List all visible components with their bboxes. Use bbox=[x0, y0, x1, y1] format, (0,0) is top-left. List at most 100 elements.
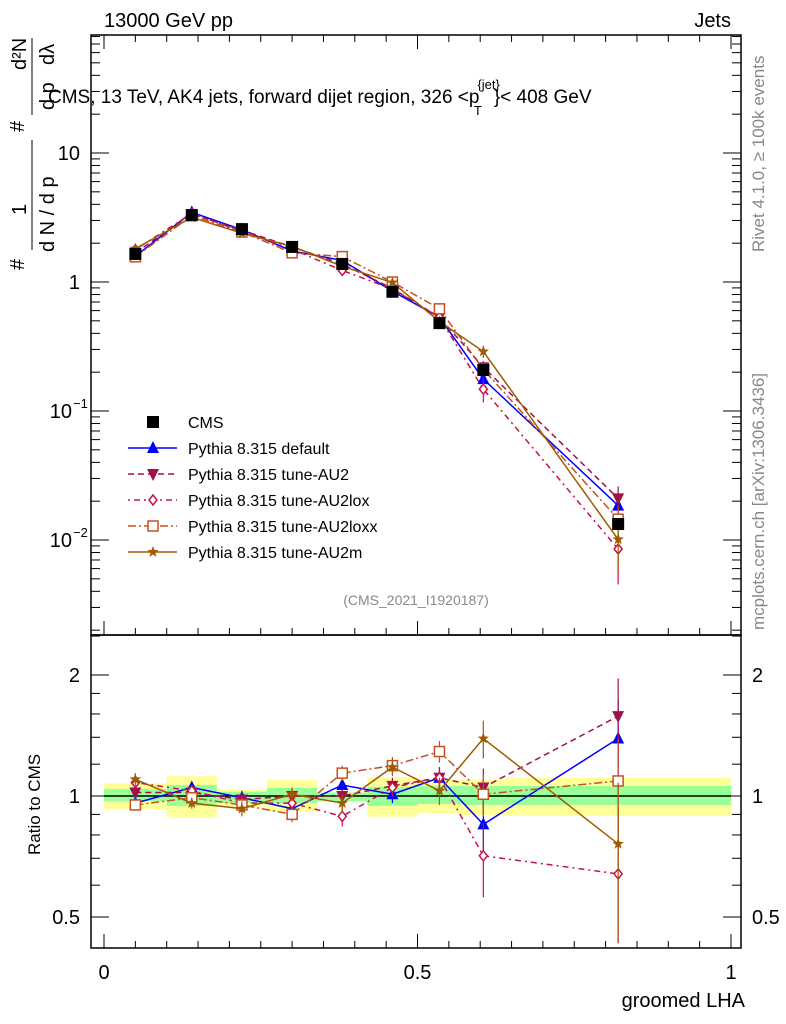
x-tick-label: 0.5 bbox=[404, 962, 432, 984]
y-tick-label: 10 bbox=[50, 401, 72, 423]
legend-label: Pythia 8.315 tune-AU2m bbox=[188, 545, 362, 562]
cms-data-point bbox=[235, 223, 248, 236]
svg-text:1: 1 bbox=[9, 204, 31, 215]
x-axis-label: groomed LHA bbox=[622, 990, 746, 1012]
data-point bbox=[129, 773, 142, 785]
ratio-y-tick-label-right: 2 bbox=[752, 665, 763, 687]
data-point bbox=[129, 787, 142, 800]
series-default-line bbox=[134, 211, 619, 507]
legend-label: Pythia 8.315 tune-AU2 bbox=[188, 467, 349, 484]
ratio-y-tick-label-right: 1 bbox=[752, 786, 763, 808]
data-point bbox=[386, 761, 399, 772]
data-point bbox=[387, 781, 398, 794]
ratio-y-tick-label: 0.5 bbox=[52, 907, 80, 929]
series-tune-au2m-main bbox=[129, 211, 624, 571]
data-point bbox=[433, 784, 446, 796]
series-tune-au2lox-line bbox=[134, 212, 619, 550]
legend-item: Pythia 8.315 tune-AU2loxx bbox=[128, 519, 377, 536]
ratio-panel bbox=[104, 678, 731, 944]
x-tick-label: 0 bbox=[98, 962, 109, 984]
svg-text:d²N: d²N bbox=[9, 38, 31, 70]
y-tick-label: 10 bbox=[50, 530, 72, 552]
cms-data-point bbox=[433, 317, 446, 330]
legend-label: Pythia 8.315 tune-AU2loxx bbox=[188, 519, 377, 536]
data-point bbox=[336, 778, 349, 791]
series-tune-au2m-line bbox=[134, 216, 619, 540]
legend-label: Pythia 8.315 tune-AU2lox bbox=[188, 493, 369, 510]
y-tick-label: 10 bbox=[58, 143, 80, 165]
header-left: 13000 GeV pp bbox=[104, 10, 233, 32]
data-point bbox=[477, 345, 489, 357]
analysis-id: (CMS_2021_I1920187) bbox=[343, 592, 489, 608]
legend-item: Pythia 8.315 tune-AU2 bbox=[128, 467, 349, 484]
main-panel bbox=[129, 205, 625, 585]
svg-text:dλ: dλ bbox=[37, 44, 59, 65]
y-axis-label: # 1 d N / d p # d²N d p dλ bbox=[7, 38, 59, 270]
legend-item: Pythia 8.315 default bbox=[128, 441, 330, 458]
ratio-y-tick-label: 1 bbox=[69, 786, 80, 808]
legend-marker bbox=[147, 520, 159, 532]
svg-text:#: # bbox=[7, 258, 29, 270]
svg-text:#: # bbox=[7, 120, 29, 132]
legend-label: Pythia 8.315 default bbox=[188, 441, 330, 458]
data-point bbox=[286, 808, 298, 821]
data-point bbox=[433, 303, 446, 315]
data-point bbox=[477, 788, 490, 801]
series-tune-au2loxx-main bbox=[129, 209, 624, 538]
mcplots-label: mcplots.cern.ch [arXiv:1306.3436] bbox=[749, 373, 768, 630]
plot-title: CMS, 13 TeV, AK4 jets, forward dijet reg… bbox=[48, 77, 592, 118]
y-tick-exponent: −2 bbox=[73, 525, 88, 540]
ratio-y-tick-label: 2 bbox=[69, 665, 80, 687]
cms-data-point bbox=[286, 240, 299, 253]
data-point bbox=[336, 767, 349, 779]
ratio-y-label: Ratio to CMS bbox=[25, 754, 44, 855]
cms-data-point bbox=[336, 257, 349, 270]
data-point bbox=[477, 732, 489, 744]
legend-item: CMS bbox=[147, 415, 224, 432]
cms-data-point bbox=[477, 363, 490, 376]
data-point bbox=[477, 372, 490, 385]
x-tick-label: 1 bbox=[725, 962, 736, 984]
cms-data-point bbox=[612, 518, 625, 531]
data-point bbox=[433, 745, 446, 758]
data-point bbox=[337, 810, 348, 823]
svg-text:d N / d p: d N / d p bbox=[37, 176, 59, 252]
data-point bbox=[612, 493, 625, 506]
data-point bbox=[612, 837, 624, 849]
data-point bbox=[386, 276, 399, 288]
series-tune-au2-line bbox=[134, 213, 619, 499]
header-right: Jets bbox=[694, 10, 731, 32]
data-point bbox=[478, 382, 489, 396]
legend-marker bbox=[147, 469, 159, 481]
ratio-frame bbox=[90, 634, 742, 949]
data-point bbox=[186, 797, 198, 808]
data-point bbox=[236, 802, 248, 814]
data-point bbox=[129, 799, 142, 811]
cms-data-point bbox=[185, 209, 198, 222]
data-point bbox=[612, 533, 624, 545]
data-point bbox=[286, 788, 298, 800]
series-tune-au2lox-line bbox=[135, 776, 619, 875]
series-tune-au2m-ratio bbox=[129, 720, 624, 940]
series-default-ratio bbox=[129, 699, 625, 851]
legend-marker bbox=[147, 416, 159, 428]
legend-marker bbox=[147, 546, 159, 557]
data-point bbox=[478, 849, 489, 862]
series-tune-au2loxx-line bbox=[135, 750, 619, 816]
y-tick-label: 1 bbox=[69, 272, 80, 294]
svg-text:d p: d p bbox=[37, 82, 59, 110]
rivet-label: Rivet 4.1.0, ≥ 100k events bbox=[749, 56, 768, 252]
legend-marker bbox=[147, 441, 159, 453]
legend-label: CMS bbox=[188, 415, 224, 432]
data-point bbox=[336, 797, 348, 808]
cms-data-point bbox=[129, 247, 142, 260]
y-tick-exponent: −1 bbox=[73, 396, 88, 411]
data-point bbox=[612, 711, 625, 724]
legend-item: Pythia 8.315 tune-AU2m bbox=[128, 545, 362, 562]
legend: CMS Pythia 8.315 default Pythia 8.315 tune… bbox=[128, 415, 377, 562]
ratio-y-tick-label-right: 0.5 bbox=[752, 907, 780, 929]
legend-marker bbox=[148, 493, 158, 507]
cms-data-point bbox=[386, 285, 399, 298]
